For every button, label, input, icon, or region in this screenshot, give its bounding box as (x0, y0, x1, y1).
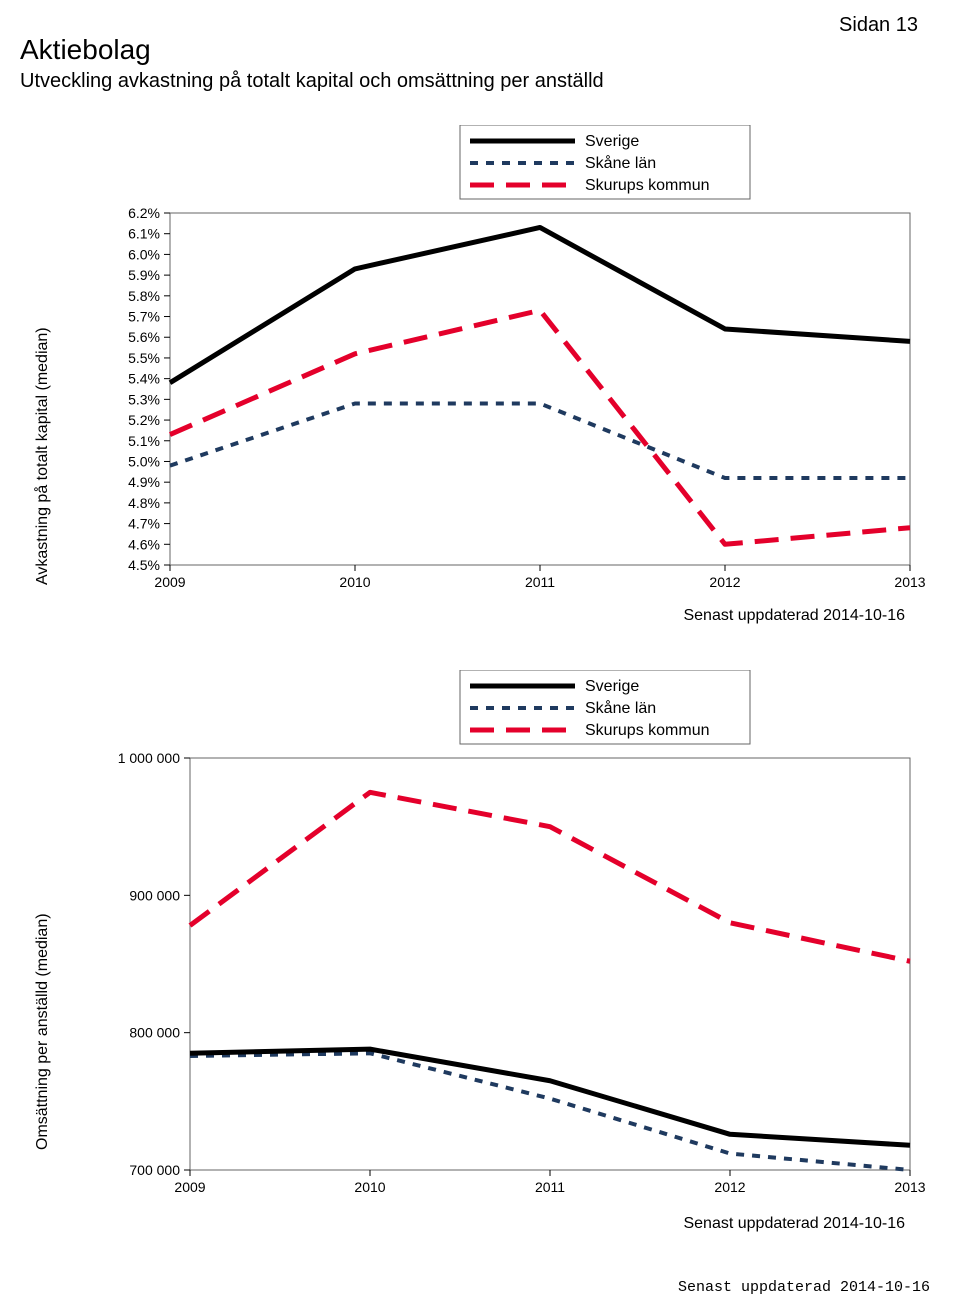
page-number: Sidan 13 (839, 14, 918, 37)
svg-text:2009: 2009 (174, 1179, 205, 1195)
svg-text:2011: 2011 (535, 1179, 565, 1195)
svg-text:Skåne län: Skåne län (585, 154, 656, 172)
svg-text:Sverige: Sverige (585, 678, 639, 695)
svg-text:6.0%: 6.0% (128, 246, 160, 262)
svg-text:700 000: 700 000 (129, 1162, 180, 1178)
svg-text:4.6%: 4.6% (128, 536, 160, 552)
svg-text:5.0%: 5.0% (128, 453, 160, 469)
footer-update-text: Senast uppdaterad 2014-10-16 (678, 1279, 930, 1296)
chart2-svg: Sverige Skåne län Skurups kommun 1 000 000 9… (40, 670, 940, 1210)
chart-avkastning: Avkastning på totalt kapital (median) Sv… (40, 125, 940, 610)
svg-text:Skurups kommun: Skurups kommun (585, 177, 710, 194)
chart2-y-label: Omsättning per anställd (median) (34, 913, 52, 1150)
svg-text:5.7%: 5.7% (128, 309, 160, 325)
svg-text:2012: 2012 (709, 574, 740, 590)
chart1-update-text: Senast uppdaterad 2014-10-16 (683, 607, 905, 625)
svg-text:5.6%: 5.6% (128, 329, 160, 345)
svg-text:4.9%: 4.9% (128, 474, 160, 490)
svg-text:Sverige: Sverige (585, 133, 639, 150)
svg-text:5.2%: 5.2% (128, 412, 160, 428)
page-title: Aktiebolag (20, 34, 151, 66)
svg-text:2011: 2011 (525, 574, 555, 590)
svg-text:Skurups kommun: Skurups kommun (585, 722, 710, 739)
svg-text:2010: 2010 (354, 1179, 385, 1195)
svg-text:5.1%: 5.1% (128, 433, 160, 449)
svg-text:2009: 2009 (154, 574, 185, 590)
svg-text:6.2%: 6.2% (128, 205, 160, 221)
chart1-svg: Sverige Skåne län Skurups kommun 6.2% 6.1% 6.… (40, 125, 940, 605)
svg-text:5.3%: 5.3% (128, 391, 160, 407)
chart1-y-label: Avkastning på totalt kapital (median) (34, 327, 52, 585)
svg-text:4.8%: 4.8% (128, 495, 160, 511)
svg-text:5.4%: 5.4% (128, 371, 160, 387)
svg-text:4.7%: 4.7% (128, 516, 160, 532)
svg-text:800 000: 800 000 (129, 1025, 180, 1041)
svg-text:5.9%: 5.9% (128, 267, 160, 283)
svg-text:Skåne län: Skåne län (585, 699, 656, 717)
svg-text:5.5%: 5.5% (128, 350, 160, 366)
svg-text:6.1%: 6.1% (128, 226, 160, 242)
svg-text:4.5%: 4.5% (128, 557, 160, 573)
svg-text:2013: 2013 (894, 574, 925, 590)
chart-omsattning: Omsättning per anställd (median) Sverige… (40, 670, 940, 1215)
svg-text:2012: 2012 (714, 1179, 745, 1195)
chart2-update-text: Senast uppdaterad 2014-10-16 (683, 1215, 905, 1233)
svg-text:900 000: 900 000 (129, 887, 180, 903)
svg-text:2013: 2013 (894, 1179, 925, 1195)
svg-text:5.8%: 5.8% (128, 288, 160, 304)
svg-text:2010: 2010 (339, 574, 370, 590)
page-subtitle: Utveckling avkastning på totalt kapital … (20, 70, 604, 93)
svg-text:1 000 000: 1 000 000 (118, 750, 180, 766)
